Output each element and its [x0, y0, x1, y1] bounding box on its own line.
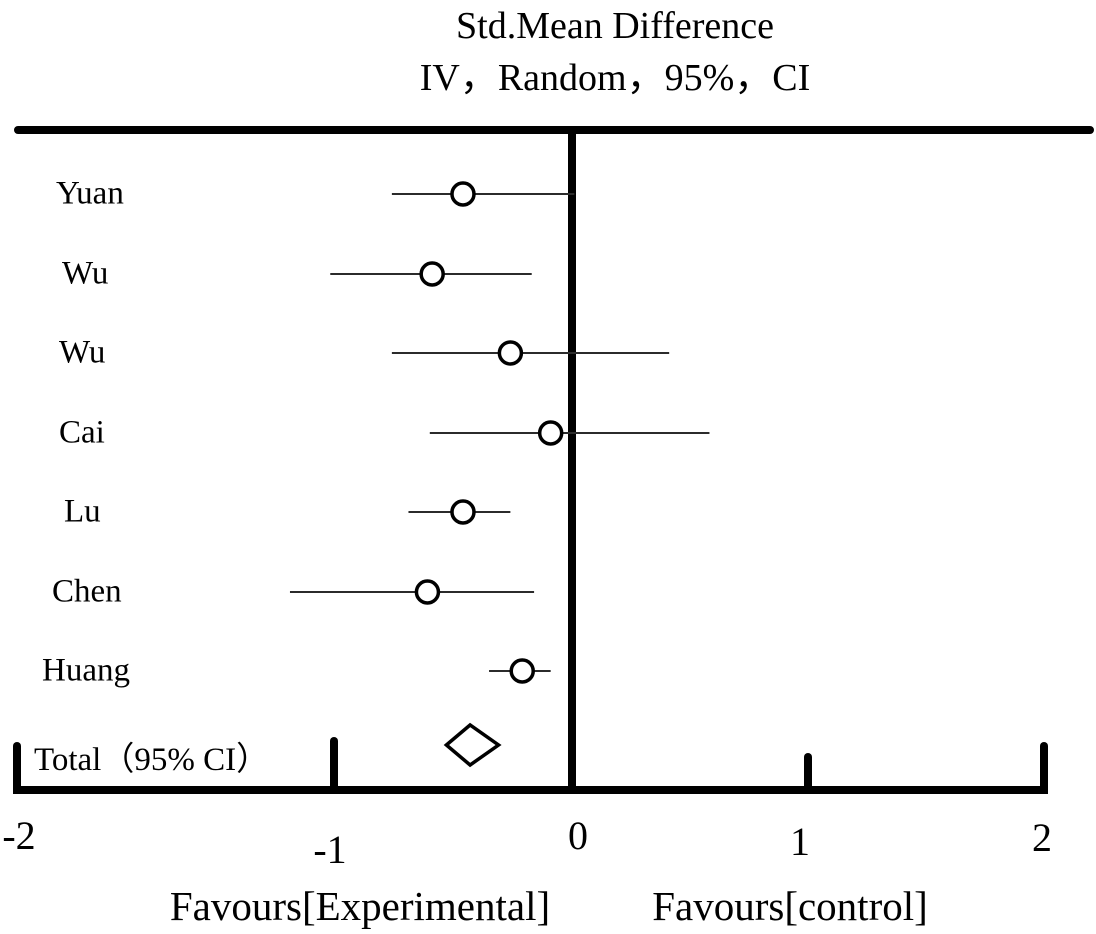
total-diamond: [443, 722, 502, 768]
axis-tick-label: 1: [790, 819, 810, 864]
point-estimate-marker: [450, 181, 476, 207]
study-label: Wu: [62, 255, 109, 292]
study-label: Wu: [59, 334, 106, 371]
study-label: Lu: [64, 493, 101, 530]
chart-title-line1: Std.Mean Difference: [456, 5, 774, 47]
axis-tick-label: 0: [568, 813, 588, 858]
favours-experimental-label: Favours[Experimental]: [169, 883, 551, 929]
axis-tick-label: -2: [2, 813, 36, 858]
total-label: Total（95% CI）: [34, 742, 270, 778]
point-estimate-marker: [537, 420, 564, 446]
point-estimate-marker: [509, 658, 535, 684]
study-label: Chen: [52, 573, 122, 610]
chart-title-line2: IV，Random，95%，CI: [419, 57, 811, 99]
study-label: Yuan: [56, 175, 124, 212]
chart-title: Std.Mean Difference IV，Random，95%，CI: [420, 0, 811, 104]
point-estimate-marker: [450, 499, 476, 525]
axis-tick-label: -1: [313, 827, 347, 872]
study-label: Huang: [42, 652, 130, 689]
point-estimate-marker: [414, 579, 441, 605]
favours-control-label: Favours[control]: [652, 883, 928, 929]
axis-tick-label: 2: [1032, 815, 1052, 860]
point-estimate-marker: [497, 340, 524, 366]
point-estimate-marker: [419, 261, 445, 287]
study-label: Cai: [59, 414, 105, 451]
